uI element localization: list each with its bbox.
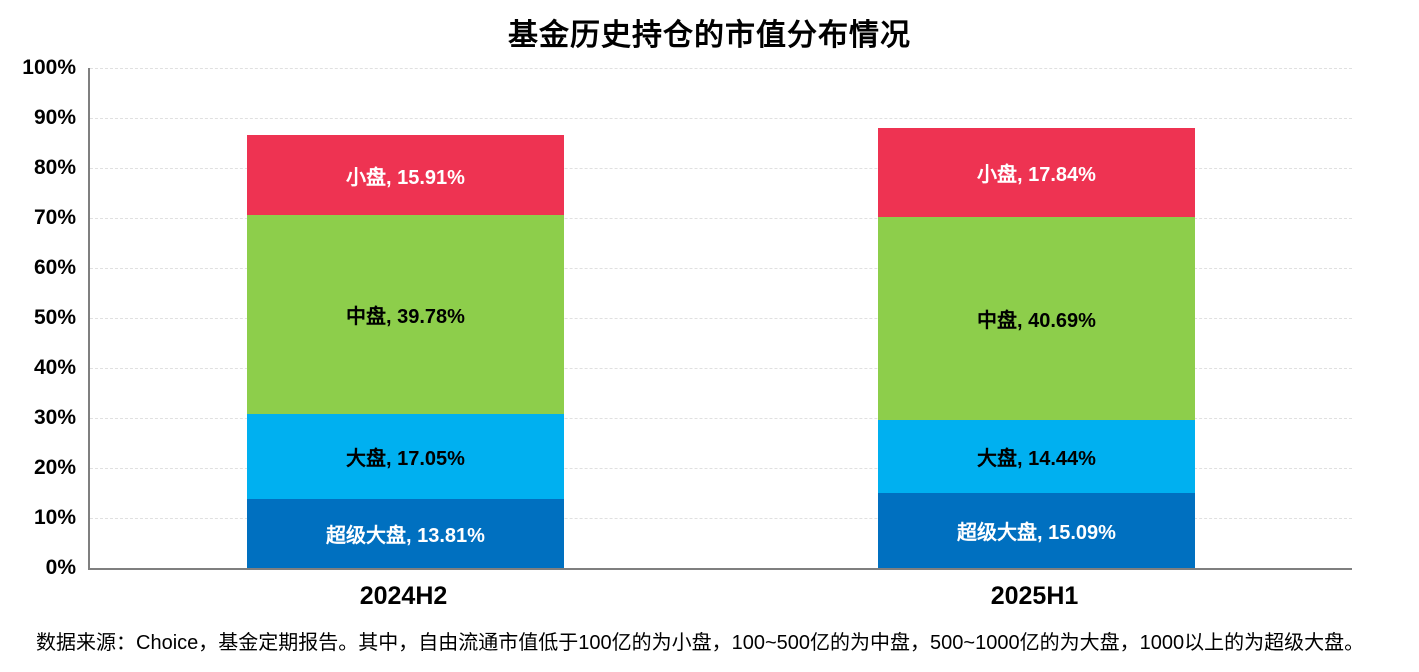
source-note: 数据来源：Choice，基金定期报告。其中，自由流通市值低于100亿的为小盘，1… bbox=[36, 632, 1365, 654]
segment-label: 小盘, 17.84% bbox=[977, 163, 1096, 186]
y-tick-label: 10% bbox=[33, 506, 76, 529]
gridline bbox=[90, 318, 1352, 319]
segment-label: 中盘, 39.78% bbox=[346, 305, 465, 328]
y-tick-label: 90% bbox=[33, 106, 76, 129]
chart-title: 基金历史持仓的市值分布情况 bbox=[508, 19, 911, 52]
segment-label: 超级大盘, 13.81% bbox=[326, 524, 485, 547]
bar-segment-super-large-cap: 超级大盘, 13.81% bbox=[247, 498, 564, 568]
bar-segment-super-large-cap: 超级大盘, 15.09% bbox=[878, 492, 1195, 568]
gridline bbox=[90, 168, 1352, 169]
segment-label: 大盘, 17.05% bbox=[346, 447, 465, 470]
gridline bbox=[90, 118, 1352, 119]
x-axis-label: 2025H1 bbox=[990, 582, 1079, 610]
gridline bbox=[90, 268, 1352, 269]
y-tick-label: 60% bbox=[33, 256, 76, 279]
y-tick-label: 30% bbox=[33, 406, 76, 429]
plot-area: 超级大盘, 13.81% 大盘, 17.05% 中盘, 39.78% 小盘, 15.9… bbox=[88, 68, 1352, 570]
y-tick-label: 70% bbox=[33, 206, 76, 229]
y-tick-label: 100% bbox=[22, 56, 76, 79]
bar-segment-mid-cap: 中盘, 39.78% bbox=[247, 214, 564, 414]
x-axis-label: 2024H2 bbox=[359, 582, 448, 610]
y-tick-label: 20% bbox=[33, 456, 76, 479]
bar-segment-large-cap: 大盘, 14.44% bbox=[878, 420, 1195, 493]
y-tick-label: 0% bbox=[45, 556, 76, 579]
gridline bbox=[90, 418, 1352, 419]
y-tick-label: 40% bbox=[33, 356, 76, 379]
segment-label: 大盘, 14.44% bbox=[977, 447, 1096, 470]
stacked-bar-2025H1: 超级大盘, 15.09% 大盘, 14.44% 中盘, 40.69% 小盘, 17.8… bbox=[878, 68, 1195, 568]
gridline bbox=[90, 68, 1352, 69]
bar-segment-small-cap: 小盘, 15.91% bbox=[247, 135, 564, 215]
gridline bbox=[90, 368, 1352, 369]
segment-label: 小盘, 15.91% bbox=[346, 166, 465, 189]
gridline bbox=[90, 218, 1352, 219]
gridline bbox=[90, 468, 1352, 469]
segment-label: 中盘, 40.69% bbox=[977, 310, 1096, 333]
bar-segment-small-cap: 小盘, 17.84% bbox=[878, 127, 1195, 217]
bar-segment-mid-cap: 中盘, 40.69% bbox=[878, 216, 1195, 421]
y-tick-label: 50% bbox=[33, 306, 76, 329]
stacked-bar-2024H2: 超级大盘, 13.81% 大盘, 17.05% 中盘, 39.78% 小盘, 15.9… bbox=[247, 68, 564, 568]
bar-segment-large-cap: 大盘, 17.05% bbox=[247, 413, 564, 499]
segment-label: 超级大盘, 15.09% bbox=[957, 521, 1116, 544]
y-tick-label: 80% bbox=[33, 156, 76, 179]
gridline bbox=[90, 518, 1352, 519]
